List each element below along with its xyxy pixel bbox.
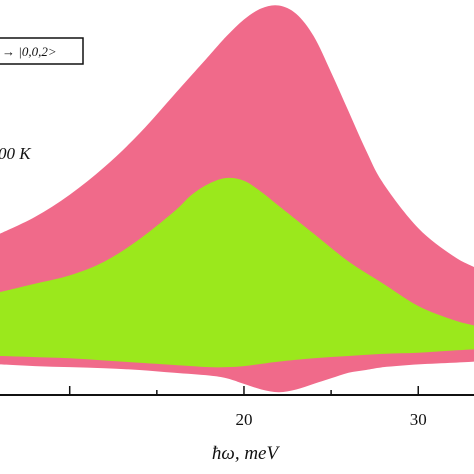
legend-box: → |0,0,2> [0,37,84,65]
temperature-label: 00 K [0,144,32,163]
x-tick-label: 30 [410,410,427,429]
series-area-2 [0,177,474,368]
legend-box-label: → |0,0,2> [2,44,57,59]
x-tick-label: 20 [235,410,252,429]
series-areas [0,5,474,393]
legend-box-frame [0,37,84,65]
x-axis: 20 30 [0,386,474,429]
x-axis-title: ħω, meV [212,443,281,464]
